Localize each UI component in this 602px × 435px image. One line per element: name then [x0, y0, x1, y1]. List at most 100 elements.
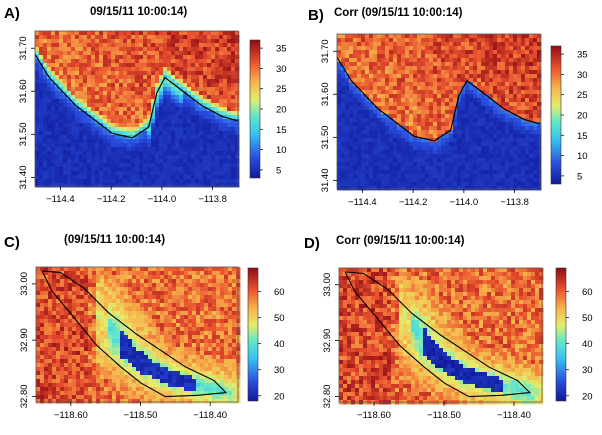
heatmap-cell: [425, 130, 430, 135]
heatmap-cell: [59, 135, 64, 140]
heatmap-cell: [373, 138, 378, 143]
plot-frame: [336, 33, 541, 190]
heatmap-cell: [48, 283, 53, 288]
heatmap-cell: [72, 323, 77, 328]
heatmap-cell: [357, 34, 362, 39]
heatmap-cell: [389, 166, 394, 171]
heatmap-cell: [517, 134, 522, 139]
heatmap-cell: [433, 54, 438, 59]
heatmap-cell: [99, 35, 104, 40]
heatmap-cell: [377, 42, 382, 47]
heatmap-cell: [52, 279, 57, 284]
heatmap-cell: [224, 283, 229, 288]
heatmap-cell: [43, 75, 48, 80]
heatmap-cell: [196, 315, 201, 320]
heatmap-cell: [517, 150, 522, 155]
heatmap-cell: [199, 59, 204, 64]
heatmap-cell: [235, 87, 240, 92]
heatmap-cell: [485, 70, 490, 75]
heatmap-cell: [525, 70, 530, 75]
heatmap-cell: [119, 91, 124, 96]
heatmap-cell: [441, 146, 446, 151]
heatmap-cell: [425, 150, 430, 155]
heatmap-cell: [369, 142, 374, 147]
heatmap-cell: [92, 303, 97, 308]
heatmap-cell: [361, 118, 366, 123]
heatmap-cell: [151, 155, 156, 160]
heatmap-cell: [43, 151, 48, 156]
heatmap-cell: [493, 102, 498, 107]
heatmap-cell: [120, 271, 125, 276]
heatmap-cell: [63, 59, 68, 64]
heatmap-cell: [36, 279, 41, 284]
heatmap-cell: [381, 46, 386, 51]
heatmap-cell: [208, 287, 213, 292]
heatmap-cell: [461, 90, 466, 95]
heatmap-cell: [377, 130, 382, 135]
heatmap-cell: [361, 54, 366, 59]
heatmap-cell: [39, 31, 44, 36]
heatmap-cell: [47, 119, 52, 124]
heatmap-cell: [505, 58, 510, 63]
heatmap-cell: [132, 335, 137, 340]
heatmap-cell: [59, 131, 64, 136]
heatmap-cell: [501, 66, 506, 71]
heatmap-cell: [473, 38, 478, 43]
heatmap-cell: [47, 163, 52, 168]
heatmap-cell: [99, 39, 104, 44]
heatmap-cell: [501, 58, 506, 63]
heatmap-cell: [413, 46, 418, 51]
heatmap-cell: [481, 186, 486, 191]
heatmap-cell: [155, 75, 160, 80]
heatmap-cell: [397, 38, 402, 43]
heatmap-cell: [365, 138, 370, 143]
heatmap-cell: [505, 118, 510, 123]
heatmap-cell: [228, 283, 233, 288]
heatmap-cell: [39, 107, 44, 112]
heatmap-cell: [529, 78, 534, 83]
heatmap-cell: [155, 139, 160, 144]
heatmap-cell: [76, 283, 81, 288]
heatmap-cell: [124, 291, 129, 296]
heatmap-cell: [235, 127, 240, 132]
heatmap-cell: [95, 115, 100, 120]
heatmap-cell: [417, 58, 422, 63]
heatmap-cell: [337, 186, 342, 191]
heatmap-cell: [131, 147, 136, 152]
heatmap-cell: [223, 55, 228, 60]
heatmap-cell: [405, 110, 410, 115]
heatmap-cell: [517, 82, 522, 87]
heatmap-cell: [47, 171, 52, 176]
heatmap-cell: [39, 155, 44, 160]
heatmap-cell: [200, 267, 205, 272]
heatmap-cell: [116, 323, 121, 328]
heatmap-cell: [365, 54, 370, 59]
heatmap-cell: [505, 174, 510, 179]
heatmap-cell: [200, 307, 205, 312]
heatmap-cell: [219, 183, 224, 188]
heatmap-cell: [195, 115, 200, 120]
heatmap-cell: [172, 323, 177, 328]
heatmap-cell: [485, 90, 490, 95]
heatmap-cell: [168, 271, 173, 276]
heatmap-cell: [92, 275, 97, 280]
heatmap-cell: [195, 183, 200, 188]
heatmap-cell: [405, 138, 410, 143]
heatmap-cell: [139, 59, 144, 64]
heatmap-cell: [341, 146, 346, 151]
heatmap-cell: [187, 71, 192, 76]
heatmap-cell: [429, 46, 434, 51]
heatmap-cell: [215, 163, 220, 168]
heatmap-cell: [521, 122, 526, 127]
heatmap-cell: [469, 70, 474, 75]
heatmap-cell: [533, 146, 538, 151]
heatmap-cell: [143, 99, 148, 104]
heatmap-cell: [493, 154, 498, 159]
heatmap-cell: [100, 291, 105, 296]
heatmap-cell: [215, 39, 220, 44]
heatmap-cell: [151, 147, 156, 152]
heatmap-cell: [465, 102, 470, 107]
heatmap-cell: [63, 55, 68, 60]
heatmap-cell: [505, 122, 510, 127]
heatmap-cell: [88, 295, 93, 300]
